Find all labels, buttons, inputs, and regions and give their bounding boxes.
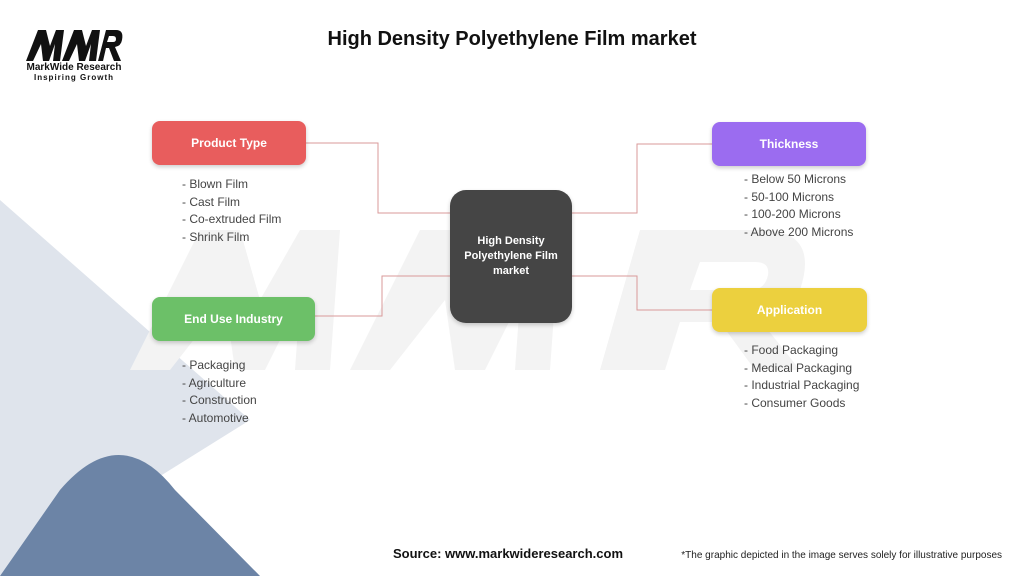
list-item: - Above 200 Microns bbox=[744, 225, 854, 240]
product-type-list: - Blown Film - Cast Film - Co-extruded F… bbox=[182, 176, 281, 247]
list-item: - Consumer Goods bbox=[744, 396, 846, 411]
list-item: - 100-200 Microns bbox=[744, 207, 841, 222]
application-list: - Food Packaging - Medical Packaging - I… bbox=[744, 342, 859, 413]
source-text: Source: www.markwideresearch.com bbox=[393, 546, 624, 561]
connector-end-use bbox=[315, 275, 450, 317]
list-item: - Agriculture bbox=[182, 375, 247, 390]
node-application: Application bbox=[712, 288, 867, 332]
left-triangle-shape bbox=[0, 200, 250, 576]
list-item: - Construction bbox=[182, 393, 257, 408]
connector-product-type bbox=[306, 142, 450, 214]
thickness-list: - Below 50 Microns - 50-100 Microns - 10… bbox=[744, 171, 853, 242]
list-item: - Food Packaging bbox=[744, 343, 839, 357]
list-item: - Industrial Packaging bbox=[744, 378, 860, 393]
disclaimer-note: *The graphic depicted in the image serve… bbox=[681, 550, 1002, 561]
connector-thickness bbox=[572, 143, 712, 214]
list-item: - Co-extruded Film bbox=[182, 212, 282, 227]
list-item: - Blown Film bbox=[182, 177, 249, 191]
logo-name: MarkWide Research bbox=[26, 62, 122, 73]
list-item: - Shrink Film bbox=[182, 230, 250, 245]
list-item: - Cast Film bbox=[182, 194, 240, 209]
logo: MarkWide Research Inspiring Growth bbox=[22, 28, 126, 82]
bottom-left-shape bbox=[0, 455, 260, 576]
list-item: - 50-100 Microns bbox=[744, 189, 835, 204]
list-item: - Medical Packaging bbox=[744, 360, 853, 375]
end-use-list: - Packaging - Agriculture - Construction… bbox=[182, 357, 257, 428]
center-node: High Density Polyethylene Film market bbox=[450, 190, 572, 323]
node-end-use-industry: End Use Industry bbox=[152, 297, 315, 341]
page-title: High Density Polyethylene Film market bbox=[327, 28, 697, 50]
connectors bbox=[306, 142, 712, 317]
node-thickness: Thickness bbox=[712, 122, 866, 166]
connector-application bbox=[572, 275, 712, 311]
list-item: - Below 50 Microns bbox=[744, 172, 847, 186]
list-item: - Packaging bbox=[182, 358, 246, 372]
logo-tagline: Inspiring Growth bbox=[34, 73, 114, 82]
list-item: - Automotive bbox=[182, 411, 249, 426]
node-product-type: Product Type bbox=[152, 121, 306, 165]
logo-mark bbox=[26, 30, 123, 61]
